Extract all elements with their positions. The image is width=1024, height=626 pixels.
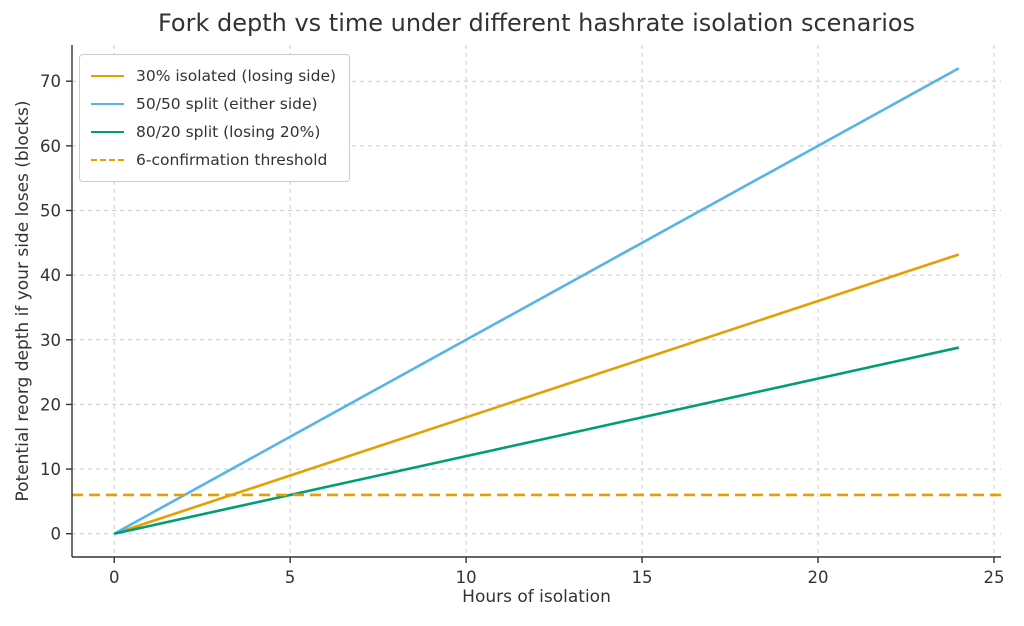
y-tick-label: 40 bbox=[40, 266, 61, 285]
legend-swatch bbox=[91, 131, 124, 133]
chart-title: Fork depth vs time under different hashr… bbox=[157, 9, 916, 37]
x-axis-label: Hours of isolation bbox=[462, 587, 611, 607]
legend-label: 30% isolated (losing side) bbox=[136, 67, 337, 85]
legend-item: 50/50 split (either side) bbox=[91, 90, 336, 118]
y-tick-label: 50 bbox=[40, 201, 61, 220]
y-axis-ticks: 0 10 20 30 40 50 60 70 bbox=[40, 72, 72, 544]
y-axis-label: Potential reorg depth if your side loses… bbox=[13, 100, 33, 502]
legend: 30% isolated (losing side) 50/50 split (e… bbox=[79, 54, 351, 182]
legend-item: 30% isolated (losing side) bbox=[91, 62, 336, 90]
series-line-2 bbox=[113, 67, 960, 535]
x-tick-label: 5 bbox=[285, 568, 296, 587]
x-axis-ticks: 0 5 10 15 20 25 bbox=[109, 557, 1004, 587]
x-tick-label: 10 bbox=[456, 568, 477, 587]
legend-label: 80/20 split (losing 20%) bbox=[136, 123, 321, 141]
series-line-3 bbox=[113, 346, 960, 535]
legend-swatch bbox=[91, 103, 124, 105]
x-tick-label: 15 bbox=[632, 568, 653, 587]
x-tick-label: 20 bbox=[808, 568, 829, 587]
y-tick-label: 0 bbox=[51, 525, 62, 544]
legend-item: 6-confirmation threshold bbox=[91, 146, 336, 174]
legend-swatch bbox=[91, 159, 124, 161]
y-tick-label: 20 bbox=[40, 395, 61, 414]
legend-label: 6-confirmation threshold bbox=[136, 151, 328, 169]
y-tick-label: 30 bbox=[40, 331, 61, 350]
legend-label: 50/50 split (either side) bbox=[136, 95, 318, 113]
x-tick-label: 0 bbox=[109, 568, 120, 587]
series-line-1 bbox=[113, 253, 960, 535]
legend-swatch bbox=[91, 75, 124, 77]
y-tick-label: 60 bbox=[40, 137, 61, 156]
y-tick-label: 10 bbox=[40, 460, 61, 479]
x-tick-label: 25 bbox=[983, 568, 1004, 587]
legend-item: 80/20 split (losing 20%) bbox=[91, 118, 336, 146]
y-tick-label: 70 bbox=[40, 72, 61, 91]
axes-spines bbox=[71, 45, 1001, 558]
